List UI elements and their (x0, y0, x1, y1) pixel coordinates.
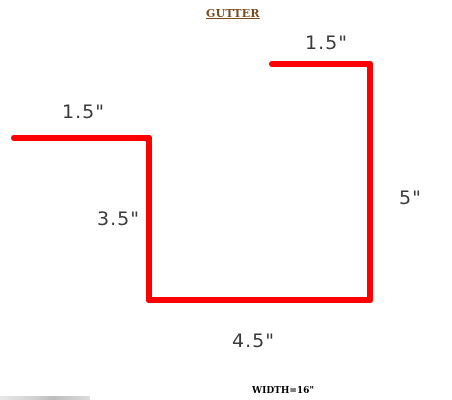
front-height-dimension: 5" (399, 187, 422, 209)
cropped-edge-strip (0, 396, 90, 400)
back-flange-dimension: 1.5" (62, 101, 105, 123)
diagram-title: GUTTER (206, 7, 260, 20)
bottom-dimension: 4.5" (232, 330, 275, 352)
back-height-dimension: 3.5" (97, 208, 140, 230)
front-lip-dimension: 1.5" (305, 32, 348, 54)
width-label: WIDTH=16" (252, 386, 315, 396)
